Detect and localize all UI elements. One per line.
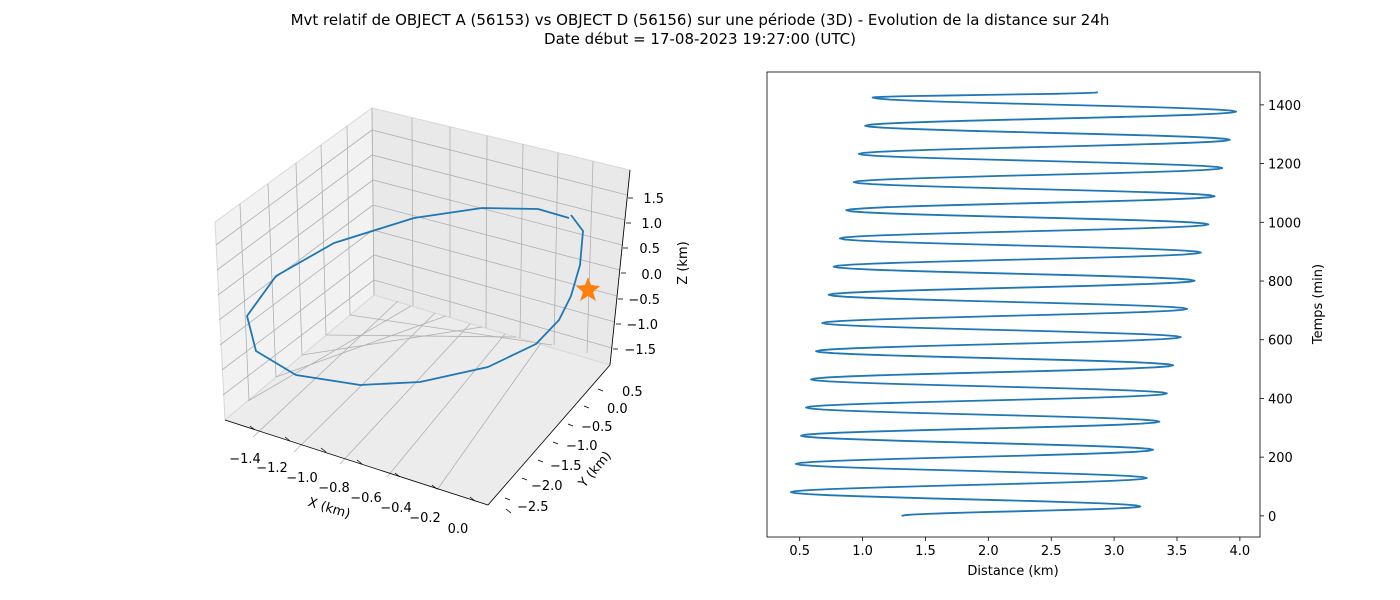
y-tick-label: 200 xyxy=(1268,451,1293,466)
plot-3d: −1.4 −1.2 −1.0 −0.8 −0.6 −0.4 −0.2 0.0 X… xyxy=(214,107,691,537)
z-tick-label: 1.5 xyxy=(643,192,664,207)
x-tick-label: −1.2 xyxy=(256,461,288,476)
y-ticks-3d xyxy=(504,388,604,501)
x-axis-label-2d: Distance (km) xyxy=(967,564,1058,579)
y-tick-label: −1.0 xyxy=(566,439,598,454)
z-axis-label-3d: Z (km) xyxy=(676,241,691,284)
x-axis-label-3d: X (km) xyxy=(306,495,352,522)
y-tick-label: −0.5 xyxy=(581,420,613,435)
x-tick-label: 1.0 xyxy=(852,544,873,559)
x-tick-label: −0.8 xyxy=(318,481,350,496)
x-tick-label: 2.5 xyxy=(1041,544,1062,559)
y-tick-label: 0.0 xyxy=(607,402,628,417)
z-tick-label: −1.5 xyxy=(624,343,656,358)
x-tick-label: −1.0 xyxy=(286,471,318,486)
grid-3d xyxy=(215,107,631,491)
x-tick-label: 0.5 xyxy=(789,544,810,559)
z-tick-label: 0.5 xyxy=(639,242,660,257)
y-tick-label: −2.5 xyxy=(517,500,549,515)
x-tick-label: 2.0 xyxy=(978,544,999,559)
z-tick-label: −1.0 xyxy=(626,318,658,333)
plot-2d: 0.5 1.0 1.5 2.0 2.5 3.0 3.5 4.0 0 200 400 600 800 10… xyxy=(766,71,1326,579)
x-tick-label: 3.5 xyxy=(1167,544,1188,559)
x-ticks-3d xyxy=(249,425,512,514)
z-tick-label: 0.0 xyxy=(641,268,662,283)
x-axis-line xyxy=(224,419,489,506)
x-tick-label: 0.0 xyxy=(448,522,469,537)
figure-title-line2: Date début = 17-08-2023 19:27:00 (UTC) xyxy=(544,30,856,48)
star-marker xyxy=(576,277,600,301)
x-tick-label: −1.4 xyxy=(229,452,261,467)
x-tick-label: −0.2 xyxy=(409,511,441,526)
z-axis-line xyxy=(609,169,631,366)
trajectory-3d-line xyxy=(246,207,584,386)
y-tick-label: −1.5 xyxy=(550,459,582,474)
y-tick-label: 800 xyxy=(1268,275,1293,290)
y-tick-label: 1400 xyxy=(1268,99,1301,114)
y-axis-label-2d: Temps (min) xyxy=(1311,264,1326,345)
x-tick-label: −0.4 xyxy=(380,501,412,516)
x-tick-label: 1.5 xyxy=(915,544,936,559)
y-tick-label: 600 xyxy=(1268,334,1293,349)
x-ticks-2d: 0.5 1.0 1.5 2.0 2.5 3.0 3.5 4.0 xyxy=(789,537,1250,559)
y-tick-label: 0 xyxy=(1268,510,1276,525)
z-ticks-3d xyxy=(613,197,633,350)
y-tick-label: −2.0 xyxy=(531,479,563,494)
distance-series-line xyxy=(790,91,1237,517)
z-tick-label: −0.5 xyxy=(628,293,660,308)
x-tick-label: −0.6 xyxy=(350,491,382,506)
y-tick-label: 0.5 xyxy=(622,385,643,400)
y-tick-label: 1200 xyxy=(1268,158,1301,173)
y-tick-label: 400 xyxy=(1268,392,1293,407)
z-tick-label: 1.0 xyxy=(641,217,662,232)
x-tick-label: 4.0 xyxy=(1230,544,1251,559)
y-axis-line xyxy=(487,364,611,506)
y-ticks-2d: 0 200 400 600 800 1000 1200 1400 xyxy=(1260,99,1301,525)
y-tick-label: 1000 xyxy=(1268,216,1301,231)
x-tick-label: 3.0 xyxy=(1104,544,1125,559)
figure-title-line1: Mvt relatif de OBJECT A (56153) vs OBJEC… xyxy=(291,11,1110,29)
